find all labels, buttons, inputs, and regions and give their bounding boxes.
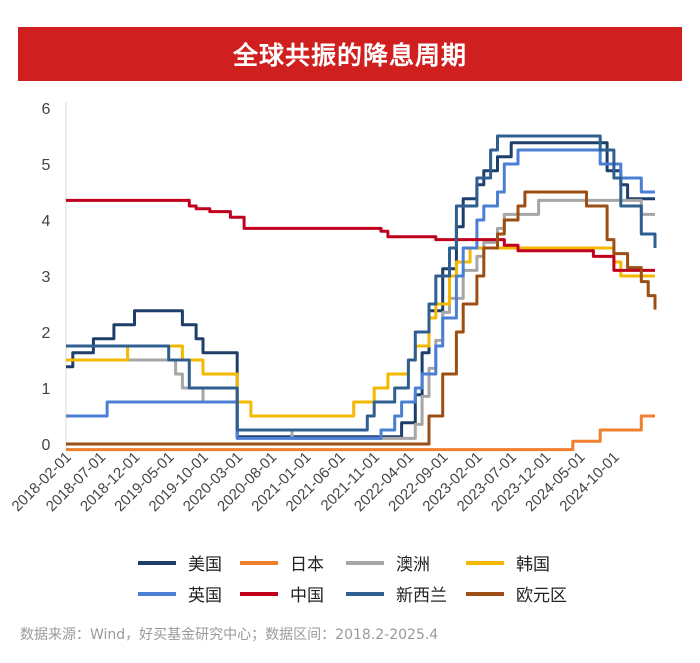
series-line-新西兰 — [66, 134, 657, 432]
y-tick-label: 3 — [42, 269, 51, 286]
legend-item: 中国 — [240, 581, 324, 606]
series-line-美国 — [66, 141, 655, 439]
legend-swatch — [138, 591, 176, 596]
y-tick-label: 2 — [42, 325, 51, 342]
series-line-中国 — [66, 198, 655, 272]
series-line-英国 — [66, 148, 655, 440]
legend-swatch — [138, 560, 176, 565]
legend-item: 美国 — [138, 550, 222, 575]
legend-item: 澳洲 — [346, 550, 430, 575]
legend-label: 美国 — [188, 555, 222, 575]
legend-label: 中国 — [290, 586, 324, 606]
series-line-欧元区 — [66, 190, 657, 446]
legend-label: 澳洲 — [396, 555, 430, 575]
legend-item: 韩国 — [466, 550, 550, 575]
y-tick-label: 0 — [42, 437, 51, 454]
legend-swatch — [346, 591, 384, 596]
legend-label: 新西兰 — [396, 586, 447, 606]
legend-label: 欧元区 — [516, 586, 567, 606]
legend-item: 新西兰 — [346, 581, 447, 606]
series-line-日本 — [66, 414, 655, 452]
legend-item: 日本 — [240, 550, 324, 575]
chart-title: 全球共振的降息周期 — [232, 41, 467, 70]
data-source-note: 数据来源：Wind，好买基金研究中心；数据区间：2018.2-2025.4 — [20, 627, 439, 643]
y-tick-label: 6 — [42, 101, 51, 118]
legend-swatch — [240, 560, 278, 565]
legend-swatch — [240, 591, 278, 596]
legend-item: 英国 — [138, 581, 222, 606]
line-chart: 01234562018-02-012018-07-012018-12-01201… — [9, 101, 657, 515]
legend-label: 英国 — [188, 586, 222, 606]
y-tick-label: 5 — [42, 157, 51, 174]
legend-item: 欧元区 — [466, 581, 567, 606]
y-tick-label: 1 — [42, 381, 51, 398]
chart-title-banner: 全球共振的降息周期 — [18, 27, 682, 81]
legend-swatch — [466, 591, 504, 596]
y-tick-label: 4 — [42, 213, 51, 230]
series-line-韩国 — [66, 246, 655, 418]
legend-label: 韩国 — [516, 555, 550, 575]
legend-swatch — [346, 560, 384, 565]
legend-swatch — [466, 560, 504, 565]
legend-label: 日本 — [290, 555, 324, 575]
